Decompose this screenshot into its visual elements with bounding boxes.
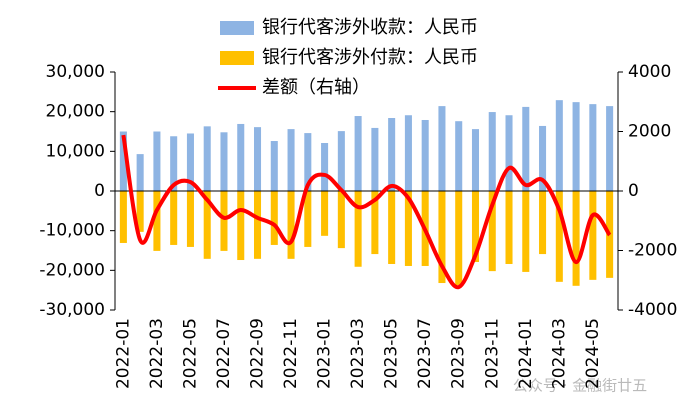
bar	[304, 133, 312, 191]
bar	[337, 191, 345, 249]
x-tick-label: 2023-03	[348, 318, 368, 389]
bar	[354, 116, 362, 191]
x-tick-label: 2022-09	[248, 318, 268, 389]
bar	[203, 126, 211, 191]
bar	[572, 102, 580, 191]
bar	[237, 191, 245, 261]
bar	[505, 191, 513, 264]
bar	[136, 191, 144, 232]
y2-tick-label: 4000	[628, 62, 671, 82]
bar	[270, 141, 278, 191]
bar	[371, 191, 379, 255]
bar	[455, 121, 463, 191]
bar	[220, 132, 228, 191]
bar	[337, 131, 345, 191]
bar	[170, 191, 178, 245]
bar	[589, 104, 597, 191]
bar	[388, 118, 396, 191]
bar	[404, 191, 412, 266]
bar	[488, 112, 496, 191]
bar	[237, 123, 245, 191]
y2-tick-label: 2000	[628, 122, 671, 142]
bar	[371, 127, 379, 191]
bar	[321, 191, 329, 236]
y-tick-label: -10,000	[39, 221, 105, 241]
bar	[404, 115, 412, 191]
bar	[253, 191, 262, 259]
bar	[354, 191, 362, 267]
x-tick-label: 2022-07	[214, 318, 234, 389]
watermark: 公众号 · 金融街廿五	[513, 377, 647, 395]
x-tick-label: 2022-05	[180, 318, 200, 389]
y-tick-label: 20,000	[46, 102, 105, 122]
bar	[488, 191, 496, 272]
bar	[186, 191, 194, 247]
bar	[153, 191, 161, 251]
x-tick-label: 2024-05	[583, 318, 603, 389]
y2-tick-label: 0	[628, 181, 639, 201]
legend-swatch	[220, 51, 254, 65]
bar	[505, 115, 513, 191]
bar	[287, 129, 295, 191]
bar	[421, 119, 429, 191]
y-tick-label: -30,000	[39, 300, 105, 320]
legend-label: 差额（右轴）	[262, 77, 370, 98]
y2-tick-label: -2000	[628, 241, 677, 261]
legend-label: 银行代客涉外付款：人民币	[262, 47, 478, 68]
bar	[220, 191, 228, 251]
y-tick-label: 0	[94, 181, 105, 201]
x-tick-label: 2023-11	[482, 318, 502, 389]
x-tick-label: 2023-09	[449, 318, 469, 389]
bar	[304, 191, 312, 247]
x-tick-label: 2022-01	[113, 318, 133, 389]
y-tick-label: 30,000	[46, 62, 105, 82]
legend-label: 银行代客涉外收款：人民币	[262, 17, 478, 38]
bar	[471, 191, 480, 263]
x-tick-label: 2023-07	[415, 318, 435, 389]
line	[121, 134, 612, 290]
x-tick-label: 2022-11	[281, 318, 301, 389]
bar	[471, 129, 480, 191]
bar	[119, 131, 127, 191]
x-tick-label: 2024-03	[549, 318, 569, 389]
bar	[136, 154, 144, 191]
bar	[270, 191, 278, 245]
bar	[539, 191, 547, 255]
bar	[606, 106, 614, 191]
x-tick-label: 2022-03	[147, 318, 167, 389]
bar	[253, 127, 262, 191]
bar	[153, 131, 161, 191]
bar	[186, 133, 194, 191]
bar	[321, 143, 329, 191]
y-tick-label: 10,000	[46, 141, 105, 161]
x-tick-label: 2023-05	[382, 318, 402, 389]
bar	[170, 136, 178, 191]
legend-swatch	[220, 21, 254, 35]
bar	[438, 106, 446, 191]
bar	[438, 191, 446, 284]
bar	[388, 191, 396, 264]
x-tick-label: 2023-01	[315, 318, 335, 389]
x-tick-label: 2024-01	[516, 318, 536, 389]
bar	[555, 100, 563, 191]
bar	[287, 191, 295, 259]
bar	[589, 191, 597, 280]
y-tick-label: -20,000	[39, 260, 105, 280]
bar	[522, 191, 530, 272]
y2-tick-label: -4000	[628, 300, 677, 320]
bar	[572, 191, 580, 286]
bar	[455, 191, 463, 286]
bar	[203, 191, 211, 259]
bar	[539, 125, 547, 191]
bar	[119, 191, 127, 243]
bar	[555, 191, 563, 282]
bar	[522, 106, 530, 191]
